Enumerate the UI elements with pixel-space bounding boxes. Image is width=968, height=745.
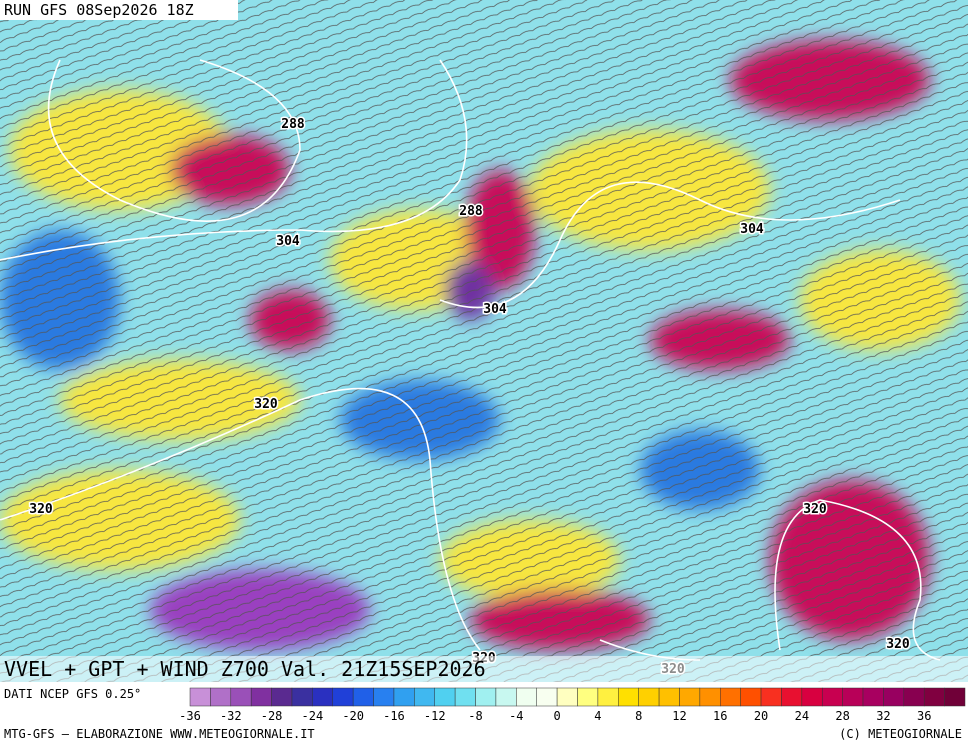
contour-label: 304 — [483, 302, 507, 317]
contours — [0, 59, 941, 661]
colorbar-tick-label: 12 — [672, 709, 686, 723]
colorbar-swatch — [393, 687, 415, 707]
colorbar-swatch — [516, 687, 537, 707]
colorbar-swatch — [923, 687, 945, 707]
credit-label: MTG-GFS — ELABORAZIONE WWW.METEOGIORNALE… — [4, 727, 315, 741]
colorbar-swatch — [720, 687, 741, 707]
colorbar-swatch — [577, 687, 599, 707]
colorbar-swatch — [781, 687, 803, 707]
colorbar-swatch — [291, 687, 313, 707]
colorbar-swatch — [556, 687, 578, 707]
colorbar-swatch — [821, 687, 843, 707]
contour-label: 304 — [276, 234, 300, 249]
colorbar-tick-label: 36 — [917, 709, 931, 723]
colorbar: -36 -32 -28 -24 -20 -16 -12 -8 -4 0 4 8 12 16 20 24 28 32… — [179, 687, 966, 723]
wind-streamlines — [0, 0, 968, 682]
colorbar-swatch — [271, 687, 293, 707]
colorbar-swatch — [699, 687, 721, 707]
colorbar-swatch — [495, 687, 517, 707]
colorbar-swatch — [475, 687, 497, 707]
title-band — [0, 656, 968, 682]
colorbar-tick-label: 24 — [795, 709, 809, 723]
copyright-label: (C) METEOGIORNALE — [839, 727, 962, 741]
colorbar-tick-label: 32 — [876, 709, 890, 723]
colorbar-tick-label: 0 — [553, 709, 560, 723]
colorbar-swatch — [352, 687, 374, 707]
colorbar-swatch — [312, 687, 334, 707]
colorbar-swatch — [618, 687, 639, 707]
contour-label: 320 — [29, 502, 53, 517]
colorbar-tick-label: -12 — [424, 709, 446, 723]
colorbar-swatch — [373, 687, 395, 707]
colorbar-tick-label: -4 — [509, 709, 523, 723]
contour-label: 320 — [886, 637, 910, 652]
header-box — [0, 0, 238, 20]
colorbar-swatch — [332, 687, 354, 707]
footer-title: VVEL + GPT + WIND Z700 Val. 21Z15SEP2026 — [4, 657, 486, 681]
contour-label: 304 — [740, 222, 764, 237]
contour-label: 288 — [281, 117, 305, 132]
colorbar-swatch — [638, 687, 660, 707]
contour-label: 320 — [254, 397, 278, 412]
colorbar-swatch — [944, 687, 966, 707]
colorbar-swatch — [189, 687, 211, 707]
colorbar-tick-label: -20 — [342, 709, 364, 723]
colorbar-tick-label: -28 — [261, 709, 283, 723]
colorbar-swatch — [658, 687, 680, 707]
colorbar-tick-label: -16 — [383, 709, 405, 723]
colorbar-swatch — [842, 687, 864, 707]
colorbar-swatch — [210, 687, 232, 707]
colorbar-swatch — [536, 687, 558, 707]
colorbar-swatch — [679, 687, 701, 707]
source-label: DATI NCEP GFS 0.25° — [4, 687, 141, 701]
colorbar-tick-label: -8 — [468, 709, 482, 723]
colorbar-swatch — [883, 687, 905, 707]
colorbar-swatch — [434, 687, 456, 707]
colorbar-swatch — [903, 687, 925, 707]
colorbar-tick-label: 8 — [635, 709, 642, 723]
colorbar-tick-label: -36 — [179, 709, 201, 723]
colorbar-tick-label: -24 — [302, 709, 324, 723]
colorbar-tick-label: 16 — [713, 709, 727, 723]
colorbar-swatch — [230, 687, 252, 707]
colorbar-swatch — [760, 687, 782, 707]
contour-label: 320 — [803, 502, 827, 517]
colorbar-tick-label: 28 — [835, 709, 849, 723]
colorbar-swatch — [597, 687, 619, 707]
contour-label: 288 — [459, 204, 483, 219]
colorbar-tick-label: -32 — [220, 709, 242, 723]
run-label: RUN GFS 08Sep2026 18Z — [4, 1, 194, 19]
colorbar-swatch — [454, 687, 476, 707]
colorbar-tick-label: 20 — [754, 709, 768, 723]
colorbar-swatch — [250, 687, 272, 707]
colorbar-swatch — [414, 687, 435, 707]
colorbar-tick-label: 4 — [594, 709, 601, 723]
colorbar-swatch — [801, 687, 823, 707]
colorbar-swatch — [740, 687, 762, 707]
colorbar-swatch — [862, 687, 884, 707]
